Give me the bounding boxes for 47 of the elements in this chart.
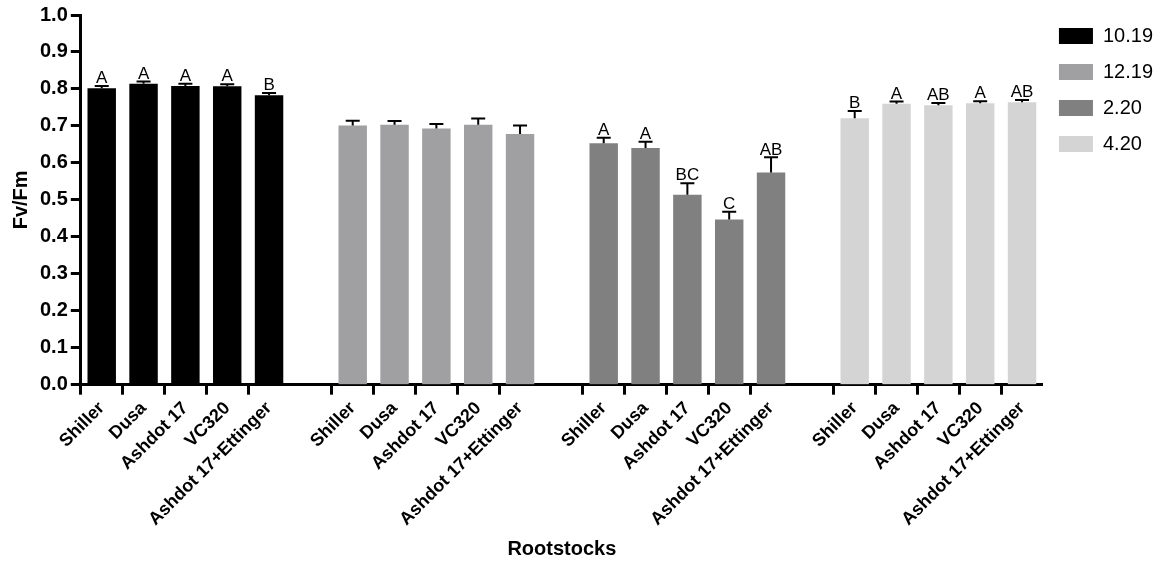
y-tick-label: 0.2 <box>39 298 68 321</box>
bar <box>338 125 367 385</box>
bar <box>882 103 911 385</box>
bar <box>380 124 409 385</box>
legend-label: 10.19 <box>1102 23 1154 46</box>
y-tick-label: 0.4 <box>39 224 69 247</box>
data-label: A <box>221 66 234 86</box>
data-label: C <box>723 193 736 213</box>
y-tick-label: 0.0 <box>39 372 68 395</box>
data-label: AB <box>759 139 783 159</box>
legend-label: 4.20 <box>1102 131 1142 154</box>
y-tick-label: 0.7 <box>39 113 68 136</box>
bar <box>924 105 953 385</box>
y-tick-label: 1.0 <box>39 2 68 25</box>
data-label: AB <box>1010 82 1034 102</box>
y-tick-label: 0.3 <box>39 261 68 284</box>
bar <box>631 148 660 385</box>
data-label: B <box>263 75 275 95</box>
data-label: A <box>598 119 611 139</box>
bar <box>422 128 451 385</box>
y-tick-label: 0.6 <box>39 150 68 173</box>
y-tick-label: 0.1 <box>39 335 68 358</box>
x-axis-title: Rootstocks <box>507 536 617 559</box>
data-label: B <box>849 93 861 113</box>
data-label: BC <box>675 165 700 185</box>
bar <box>756 172 786 385</box>
y-axis-title: Fv/Fm <box>8 170 31 230</box>
data-label: A <box>974 83 987 103</box>
data-label: A <box>890 83 903 103</box>
data-label: A <box>179 65 192 85</box>
bar <box>505 134 535 385</box>
data-label: A <box>639 123 652 143</box>
bar <box>463 124 493 385</box>
y-tick-label: 0.5 <box>39 187 68 210</box>
bar <box>840 118 869 385</box>
bar <box>589 143 618 385</box>
bar <box>965 103 995 385</box>
bar <box>1007 102 1037 385</box>
data-label: A <box>96 68 109 88</box>
data-label: A <box>137 63 150 83</box>
data-label: AB <box>927 85 950 105</box>
bar <box>714 219 744 385</box>
bar <box>673 194 702 385</box>
y-tick-label: 0.9 <box>39 39 68 62</box>
y-tick-label: 0.8 <box>39 76 68 99</box>
legend-label: 2.20 <box>1102 95 1142 118</box>
legend-label: 12.19 <box>1102 59 1154 82</box>
